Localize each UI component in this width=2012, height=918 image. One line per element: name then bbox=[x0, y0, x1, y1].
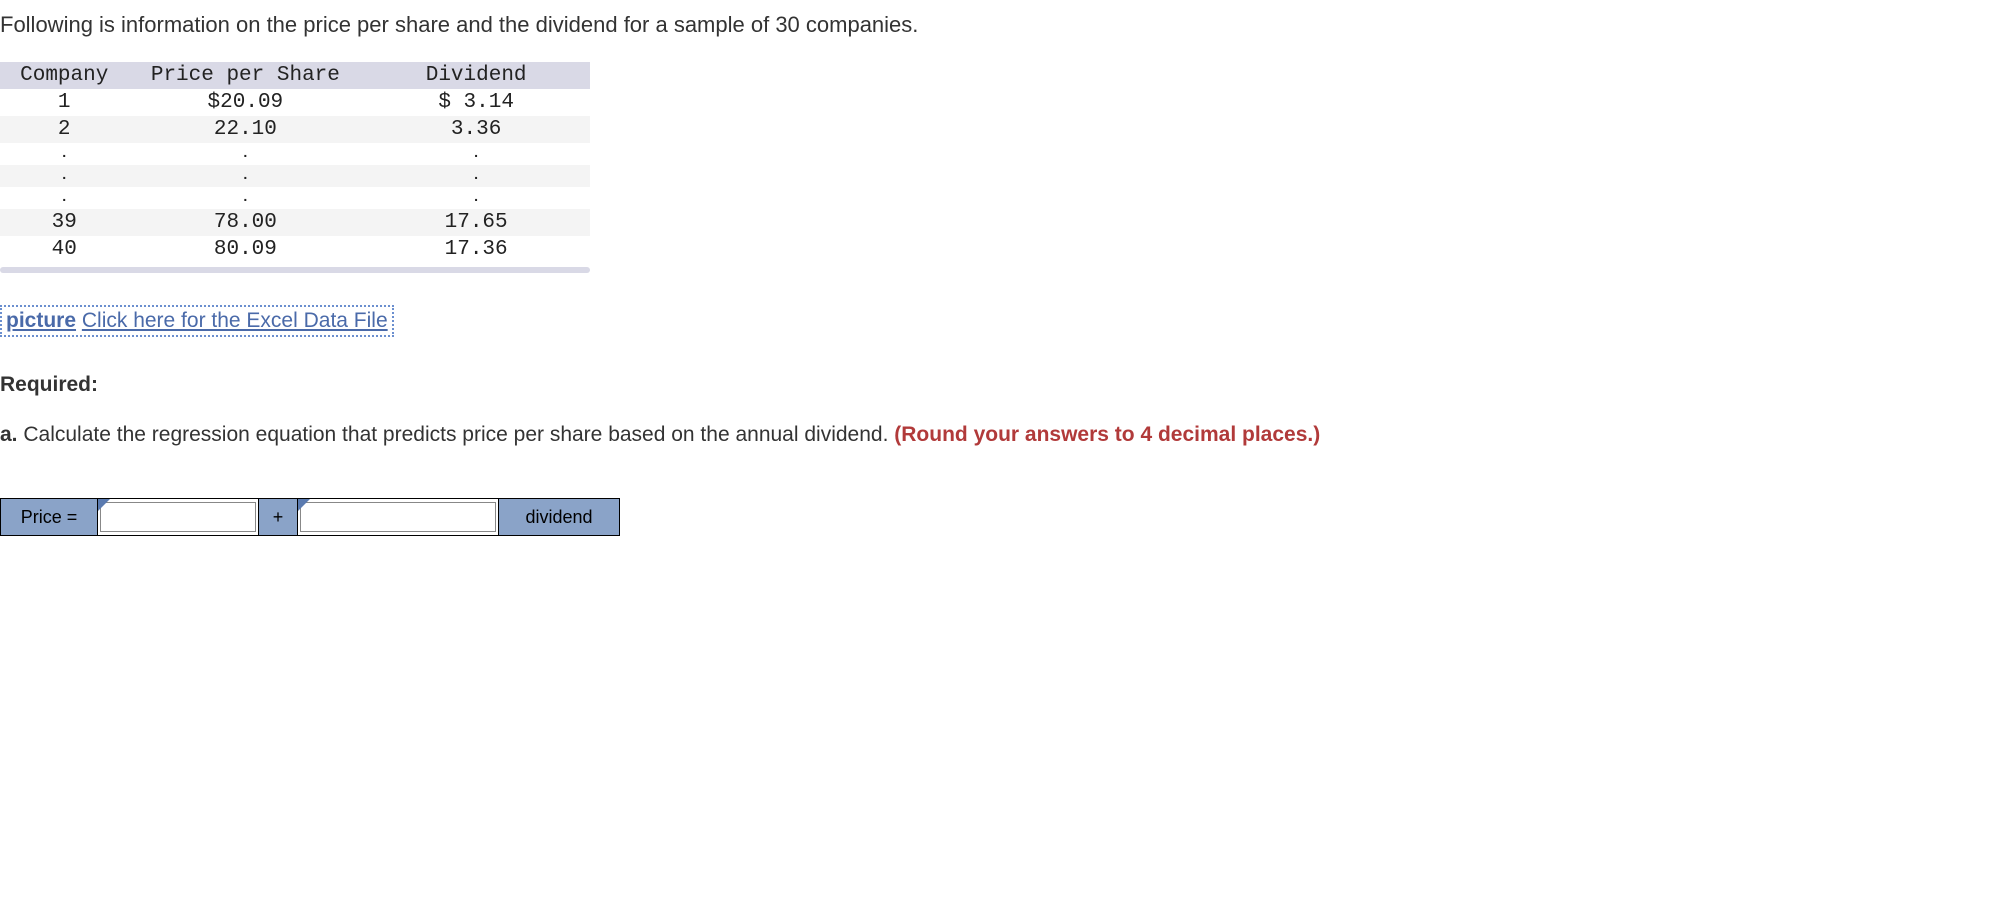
excel-file-link[interactable]: picture Click here for the Excel Data Fi… bbox=[0, 305, 394, 337]
cell-dividend: 17.65 bbox=[362, 209, 590, 236]
intercept-input-cell bbox=[98, 499, 259, 536]
question-part-label: a. bbox=[0, 423, 18, 446]
table-ellipsis-row: ... bbox=[0, 187, 590, 209]
cell-price: 78.00 bbox=[128, 209, 362, 236]
cell-dividend: 17.36 bbox=[362, 236, 590, 263]
cell-company: 2 bbox=[0, 116, 128, 143]
link-prefix: picture bbox=[6, 309, 76, 332]
equation-rhs-var-label: dividend bbox=[499, 499, 620, 536]
intro-text: Following is information on the price pe… bbox=[0, 12, 2012, 38]
cell-price: 80.09 bbox=[128, 236, 362, 263]
col-header-company: Company bbox=[0, 62, 128, 89]
cell-company: 40 bbox=[0, 236, 128, 263]
data-table: Company Price per Share Dividend 1 $20.0… bbox=[0, 62, 590, 263]
cell-company: 39 bbox=[0, 209, 128, 236]
cell-corner-icon bbox=[98, 499, 110, 511]
question-emphasis: (Round your answers to 4 decimal places.… bbox=[894, 423, 1320, 446]
table-row: 1 $20.09 $ 3.14 bbox=[0, 89, 590, 116]
table-ellipsis-row: ... bbox=[0, 143, 590, 165]
intercept-input[interactable] bbox=[100, 502, 256, 532]
slope-input[interactable] bbox=[300, 502, 496, 532]
question-a: a. Calculate the regression equation tha… bbox=[0, 421, 2012, 448]
cell-price: 22.10 bbox=[128, 116, 362, 143]
cell-price: $20.09 bbox=[128, 89, 362, 116]
table-scrollbar bbox=[0, 267, 590, 273]
cell-company: 1 bbox=[0, 89, 128, 116]
slope-input-cell bbox=[298, 499, 499, 536]
col-header-price: Price per Share bbox=[128, 62, 362, 89]
cell-dividend: 3.36 bbox=[362, 116, 590, 143]
cell-corner-icon bbox=[298, 499, 310, 511]
table-row: 40 80.09 17.36 bbox=[0, 236, 590, 263]
question-text: Calculate the regression equation that p… bbox=[23, 423, 894, 446]
equation-plus-label: + bbox=[259, 499, 298, 536]
table-row: 39 78.00 17.65 bbox=[0, 209, 590, 236]
cell-dividend: $ 3.14 bbox=[362, 89, 590, 116]
table-row: 2 22.10 3.36 bbox=[0, 116, 590, 143]
col-header-dividend: Dividend bbox=[362, 62, 590, 89]
table-ellipsis-row: ... bbox=[0, 165, 590, 187]
equation-lhs-label: Price = bbox=[1, 499, 98, 536]
link-text: Click here for the Excel Data File bbox=[82, 309, 388, 332]
required-label: Required: bbox=[0, 373, 2012, 397]
equation-input-row: Price = + dividend bbox=[0, 498, 620, 536]
